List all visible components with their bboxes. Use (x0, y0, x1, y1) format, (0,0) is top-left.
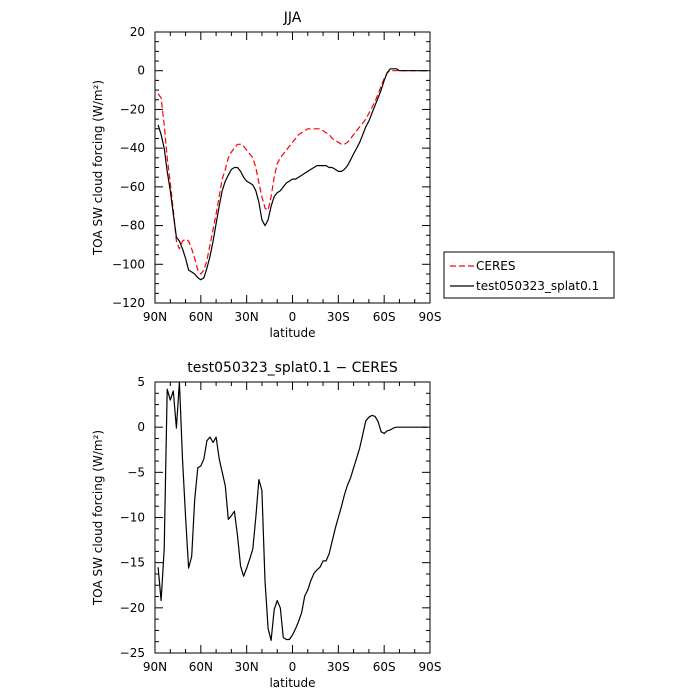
chart-title: test050323_splat0.1 − CERES (187, 360, 398, 376)
y-tick-label: 20 (130, 25, 145, 39)
x-tick-label: 30N (235, 310, 259, 324)
x-tick-label: 60S (373, 660, 396, 674)
y-tick-label: 0 (137, 420, 145, 434)
x-tick-label: 60N (189, 310, 213, 324)
x-tick-label: 90N (143, 310, 167, 324)
y-tick-label: −20 (120, 601, 145, 615)
x-tick-label: 30N (235, 660, 259, 674)
y-tick-label: −10 (120, 511, 145, 525)
y-tick-label: −40 (120, 141, 145, 155)
plot-frame (154, 31, 431, 304)
x-axis-label: latitude (269, 326, 315, 340)
series-line-difference (157, 381, 427, 642)
x-tick-label: 90S (419, 310, 442, 324)
y-tick-label: −80 (120, 219, 145, 233)
y-axis-label: TOA SW cloud forcing (W/m²) (91, 430, 105, 606)
plot-frame (154, 381, 431, 654)
x-tick-label: 0 (289, 660, 297, 674)
chart-title: JJA (283, 10, 302, 26)
chart-bottom-panel: test050323_splat0.1 − CERES 90N 60N 30N 0 30S… (91, 360, 441, 690)
legend-label: CERES (476, 259, 516, 273)
y-axis-label: TOA SW cloud forcing (W/m²) (91, 80, 105, 256)
x-tick-label: 30S (327, 660, 350, 674)
legend-box (443, 251, 615, 299)
x-tick-label: 60N (189, 660, 213, 674)
legend-label: test050323_splat0.1 (476, 279, 599, 293)
y-tick-label: 5 (137, 375, 145, 389)
series-line-test050323-splat0-1 (157, 68, 427, 281)
series-line-ceres (157, 70, 427, 275)
x-tick-label: 90N (143, 660, 167, 674)
x-axis-label: latitude (269, 676, 315, 690)
y-tick-label: −100 (112, 257, 145, 271)
y-tick-label: −5 (127, 465, 145, 479)
y-tick-label: −20 (120, 102, 145, 116)
y-tick-label: −25 (120, 646, 145, 660)
x-tick-label: 90S (419, 660, 442, 674)
x-tick-label: 60S (373, 310, 396, 324)
y-tick-label: −15 (120, 556, 145, 570)
legend: CERES test050323_splat0.1 (443, 251, 615, 299)
y-tick-label: 0 (137, 64, 145, 78)
x-tick-label: 30S (327, 310, 350, 324)
y-tick-label: −120 (112, 296, 145, 310)
x-tick-label: 0 (289, 310, 297, 324)
chart-top-panel: JJA 90N 60N 30N 0 30S 60S 90S 20 0 −20 −40 −60 −80 −10… (91, 10, 441, 340)
y-tick-label: −60 (120, 180, 145, 194)
